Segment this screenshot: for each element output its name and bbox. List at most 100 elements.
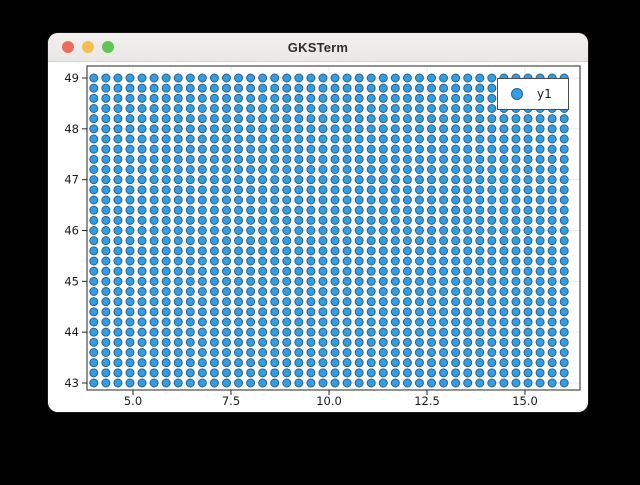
scatter-point bbox=[137, 236, 147, 246]
scatter-point bbox=[113, 185, 123, 195]
close-button[interactable] bbox=[62, 41, 74, 53]
scatter-point bbox=[246, 297, 256, 307]
scatter-point bbox=[137, 134, 147, 144]
scatter-point bbox=[354, 236, 364, 246]
scatter-point bbox=[89, 368, 99, 378]
scatter-point bbox=[499, 134, 509, 144]
scatter-point bbox=[161, 226, 171, 235]
scatter-point bbox=[535, 185, 545, 195]
scatter-point bbox=[234, 348, 244, 357]
scatter-point bbox=[378, 205, 388, 215]
scatter-point bbox=[439, 246, 449, 256]
scatter-point bbox=[258, 114, 268, 124]
scatter-point bbox=[451, 327, 461, 337]
scatter-point bbox=[246, 205, 256, 215]
scatter-point bbox=[342, 307, 352, 317]
scatter-point bbox=[173, 287, 183, 296]
scatter-point bbox=[559, 337, 569, 347]
scatter-point bbox=[330, 368, 340, 378]
scatter-point bbox=[197, 337, 207, 347]
scatter-point bbox=[499, 327, 509, 337]
scatter-point bbox=[209, 368, 219, 378]
scatter-point bbox=[246, 93, 256, 103]
scatter-point bbox=[390, 93, 400, 103]
scatter-point bbox=[330, 134, 340, 144]
scatter-point bbox=[209, 256, 219, 266]
scatter-point bbox=[137, 256, 147, 266]
scatter-point bbox=[390, 114, 400, 124]
scatter-point bbox=[547, 144, 557, 154]
scatter-point bbox=[294, 358, 304, 368]
scatter-point bbox=[137, 358, 147, 368]
scatter-point bbox=[209, 93, 219, 103]
scatter-point bbox=[89, 195, 99, 205]
scatter-point bbox=[197, 144, 207, 154]
minimize-button[interactable] bbox=[82, 41, 94, 53]
scatter-point bbox=[342, 327, 352, 337]
scatter-point bbox=[402, 104, 412, 113]
scatter-point bbox=[246, 327, 256, 337]
scatter-point bbox=[547, 297, 557, 307]
scatter-point bbox=[499, 276, 509, 286]
scatter-point bbox=[282, 175, 292, 185]
scatter-point bbox=[282, 195, 292, 205]
scatter-point bbox=[366, 205, 376, 215]
scatter-point bbox=[342, 358, 352, 368]
scatter-point bbox=[487, 165, 497, 174]
scatter-point bbox=[173, 175, 183, 185]
scatter-point bbox=[89, 73, 99, 83]
scatter-point bbox=[101, 327, 111, 337]
scatter-point bbox=[294, 236, 304, 246]
scatter-point bbox=[378, 337, 388, 347]
scatter-point bbox=[427, 185, 437, 195]
scatter-point bbox=[414, 297, 424, 307]
x-tick-label: 7.5 bbox=[222, 394, 240, 408]
scatter-point bbox=[354, 124, 364, 134]
scatter-point bbox=[402, 307, 412, 317]
scatter-point bbox=[149, 165, 159, 174]
scatter-point bbox=[451, 93, 461, 103]
scatter-point bbox=[125, 246, 135, 256]
scatter-point bbox=[342, 195, 352, 205]
scatter-point bbox=[330, 73, 340, 83]
scatter-point bbox=[475, 185, 485, 195]
scatter-point bbox=[547, 215, 557, 225]
scatter-point bbox=[282, 276, 292, 286]
scatter-point bbox=[137, 266, 147, 276]
scatter-point bbox=[463, 358, 473, 368]
scatter-point bbox=[439, 134, 449, 144]
scatter-point bbox=[463, 175, 473, 185]
scatter-point bbox=[113, 246, 123, 256]
scatter-point bbox=[294, 205, 304, 215]
scatter-point bbox=[547, 165, 557, 174]
scatter-point bbox=[547, 317, 557, 327]
scatter-point bbox=[149, 276, 159, 286]
scatter-point bbox=[173, 327, 183, 337]
scatter-point bbox=[402, 83, 412, 93]
scatter-point bbox=[390, 358, 400, 368]
scatter-point bbox=[378, 276, 388, 286]
scatter-point bbox=[89, 124, 99, 134]
scatter-point bbox=[523, 195, 533, 205]
scatter-point bbox=[511, 348, 521, 357]
scatter-point bbox=[294, 134, 304, 144]
scatter-point bbox=[209, 165, 219, 174]
window-titlebar[interactable]: GKSTerm bbox=[48, 33, 588, 62]
scatter-point bbox=[499, 185, 509, 195]
scatter-point bbox=[451, 256, 461, 266]
scatter-point bbox=[89, 378, 99, 388]
scatter-point bbox=[439, 215, 449, 225]
scatter-point bbox=[439, 348, 449, 357]
scatter-point bbox=[523, 215, 533, 225]
scatter-point bbox=[221, 104, 231, 113]
scatter-point bbox=[390, 205, 400, 215]
legend-box bbox=[497, 78, 569, 110]
scatter-point bbox=[258, 195, 268, 205]
scatter-point bbox=[234, 215, 244, 225]
zoom-button[interactable] bbox=[102, 41, 114, 53]
scatter-point bbox=[125, 175, 135, 185]
scatter-point bbox=[258, 337, 268, 347]
scatter-point bbox=[89, 104, 99, 113]
scatter-point bbox=[282, 327, 292, 337]
